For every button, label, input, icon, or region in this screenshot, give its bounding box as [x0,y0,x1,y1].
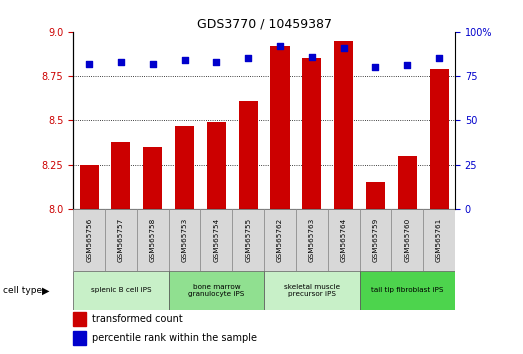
Bar [73,271,168,310]
Text: GSM565757: GSM565757 [118,218,124,262]
Title: GDS3770 / 10459387: GDS3770 / 10459387 [197,18,332,31]
Bar [168,271,264,310]
Bar [175,126,194,209]
Text: percentile rank within the sample: percentile rank within the sample [92,333,256,343]
Text: cell type: cell type [3,286,42,295]
Text: GSM565762: GSM565762 [277,218,283,262]
Bar [264,209,296,271]
Bar [328,209,360,271]
Point [180,57,189,63]
Point [403,63,412,68]
Point [212,59,221,65]
Text: GSM565759: GSM565759 [372,218,379,262]
Bar [334,41,353,209]
Point [339,45,348,51]
Text: GSM565753: GSM565753 [181,218,188,262]
Text: GSM565754: GSM565754 [213,218,219,262]
Bar [73,209,105,271]
Bar [391,209,423,271]
Text: GSM565756: GSM565756 [86,218,92,262]
Text: ▶: ▶ [42,285,49,295]
Bar [360,271,455,310]
Text: GSM565758: GSM565758 [150,218,156,262]
Bar [207,122,226,209]
Point [117,59,125,65]
Bar [302,58,321,209]
Text: GSM565755: GSM565755 [245,218,251,262]
Bar [296,209,328,271]
Text: GSM565761: GSM565761 [436,218,442,262]
Bar [360,209,391,271]
Text: tail tip fibroblast iPS: tail tip fibroblast iPS [371,287,444,293]
Bar [105,209,137,271]
Point [308,54,316,59]
Bar [111,142,130,209]
Point [435,56,444,61]
Bar [397,156,417,209]
Text: bone marrow
granulocyte iPS: bone marrow granulocyte iPS [188,284,245,297]
Text: GSM565763: GSM565763 [309,218,315,262]
Bar [232,209,264,271]
Text: skeletal muscle
precursor iPS: skeletal muscle precursor iPS [284,284,340,297]
Text: transformed count: transformed count [92,314,183,324]
Point [244,56,253,61]
Point [371,64,380,70]
Bar [366,182,385,209]
Bar [429,69,449,209]
Bar [264,271,360,310]
Text: GSM565764: GSM565764 [340,218,347,262]
Text: GSM565760: GSM565760 [404,218,410,262]
Bar [423,209,455,271]
Text: splenic B cell iPS: splenic B cell iPS [90,287,151,293]
Bar [168,209,200,271]
Bar [137,209,168,271]
Bar [238,101,258,209]
Bar [79,165,99,209]
Bar [143,147,162,209]
Point [149,61,157,67]
Bar [270,46,290,209]
Point [85,61,93,67]
Bar [200,209,232,271]
Point [276,43,284,49]
